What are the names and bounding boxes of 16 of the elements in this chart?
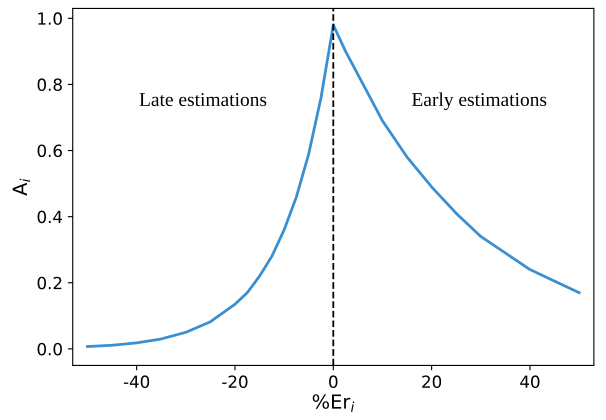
x-tick-label: -20	[222, 375, 248, 388]
y-tick-label: 0.8	[38, 78, 62, 91]
annotation: Late estimations	[140, 93, 266, 106]
x-tick-label: 20	[422, 375, 442, 388]
x-tick-label: 40	[520, 375, 540, 388]
y-tick-label: 0.6	[38, 144, 62, 158]
x-axis-title: %Er$_{i}$	[312, 394, 354, 412]
x-tick-label: -40	[124, 375, 150, 388]
line-series	[86, 24, 581, 348]
x-tick-label: 0	[329, 375, 338, 388]
y-tick-label: 0.0	[38, 342, 62, 356]
y-tick-label: 1.0	[38, 12, 62, 25]
annotation: Early estimations	[412, 92, 546, 110]
y-tick-label: 0.4	[38, 210, 62, 224]
y-tick-label: 0.2	[38, 276, 62, 290]
y-axis-title: A$_{i}$	[12, 178, 30, 196]
